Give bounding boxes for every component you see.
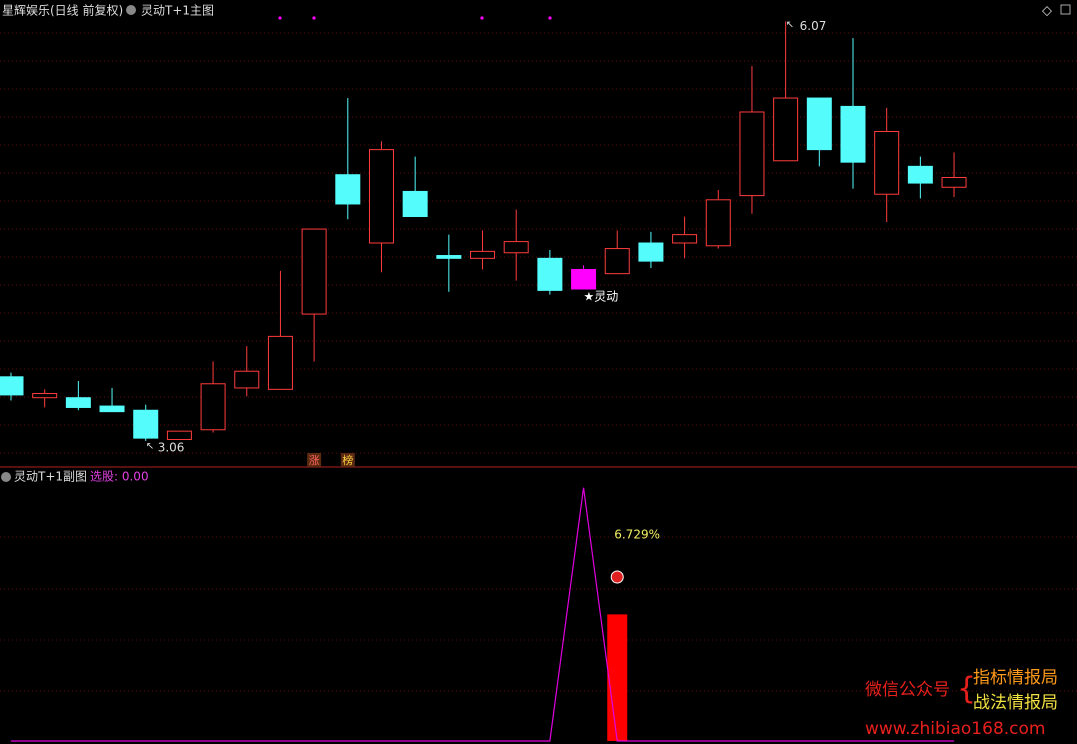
candle-body — [301, 228, 327, 315]
candle-body — [32, 393, 58, 399]
candle-body — [773, 97, 799, 162]
candle-body — [267, 335, 293, 390]
candle-body — [907, 165, 933, 184]
plot: 6.07 ↖ 3.06 ↖ ★灵动涨 榜 6.729% — [0, 19, 967, 742]
watermark-line2: 战法情报局 — [973, 693, 1058, 713]
indicator-legend: 选股: 0.00 — [90, 470, 149, 484]
line — [11, 487, 955, 742]
annotation: 6.729% — [614, 528, 660, 542]
brace: { — [957, 672, 976, 707]
candle-body — [0, 376, 24, 396]
candle-body — [705, 199, 731, 247]
candle-body — [470, 250, 496, 259]
signal-dot — [480, 16, 484, 20]
icon-diamond[interactable]: ◇ — [1042, 4, 1052, 19]
candle-body — [99, 405, 125, 413]
tag-label: 涨 — [309, 454, 320, 467]
ball-icon — [610, 570, 624, 584]
candle-body — [234, 370, 260, 389]
candle-body — [166, 430, 192, 441]
min-label: 3.06 — [158, 440, 185, 454]
main-title: 灵动T+1主图 — [141, 4, 214, 18]
max-arrow: ↖ — [786, 19, 794, 30]
candle-body — [537, 257, 563, 291]
tag-label: 榜 — [342, 453, 353, 467]
stock-name: 星辉娱乐(日线 前复权) — [2, 3, 123, 18]
candle-body — [672, 234, 698, 244]
candle-body — [874, 131, 900, 195]
candle-body — [840, 105, 866, 163]
watermark-url: www.zhibiao168.com — [865, 719, 1045, 739]
candle-body — [503, 241, 529, 254]
candle-body — [806, 97, 832, 151]
candle-body — [941, 176, 967, 188]
candle-body — [436, 255, 462, 259]
candle-body — [638, 242, 664, 262]
watermark-line1: 指标情报局 — [973, 668, 1058, 688]
sub-title: 灵动T+1副图 — [14, 470, 87, 484]
menu-icon[interactable] — [126, 5, 136, 15]
signal-dot — [278, 16, 282, 20]
candle-body — [739, 111, 765, 197]
candle-body — [604, 248, 630, 275]
signal-label: ★灵动 — [584, 289, 619, 303]
signal-dot — [548, 16, 552, 20]
icon-square[interactable] — [1060, 4, 1071, 15]
tag-box — [340, 453, 355, 467]
max-label: 6.07 — [800, 19, 827, 33]
candle-body — [133, 409, 159, 439]
candle-body — [402, 190, 428, 218]
signal-dot — [312, 16, 316, 20]
candle-body — [571, 268, 597, 290]
menu-icon[interactable] — [1, 472, 11, 482]
candle-body — [335, 174, 361, 205]
min-arrow: ↖ — [146, 441, 154, 452]
bar — [607, 614, 628, 741]
candle-body — [368, 149, 394, 244]
candle-body — [200, 383, 226, 431]
watermark-label: 微信公众号 — [865, 680, 950, 700]
tag-box — [307, 453, 322, 467]
candle-body — [65, 397, 91, 408]
